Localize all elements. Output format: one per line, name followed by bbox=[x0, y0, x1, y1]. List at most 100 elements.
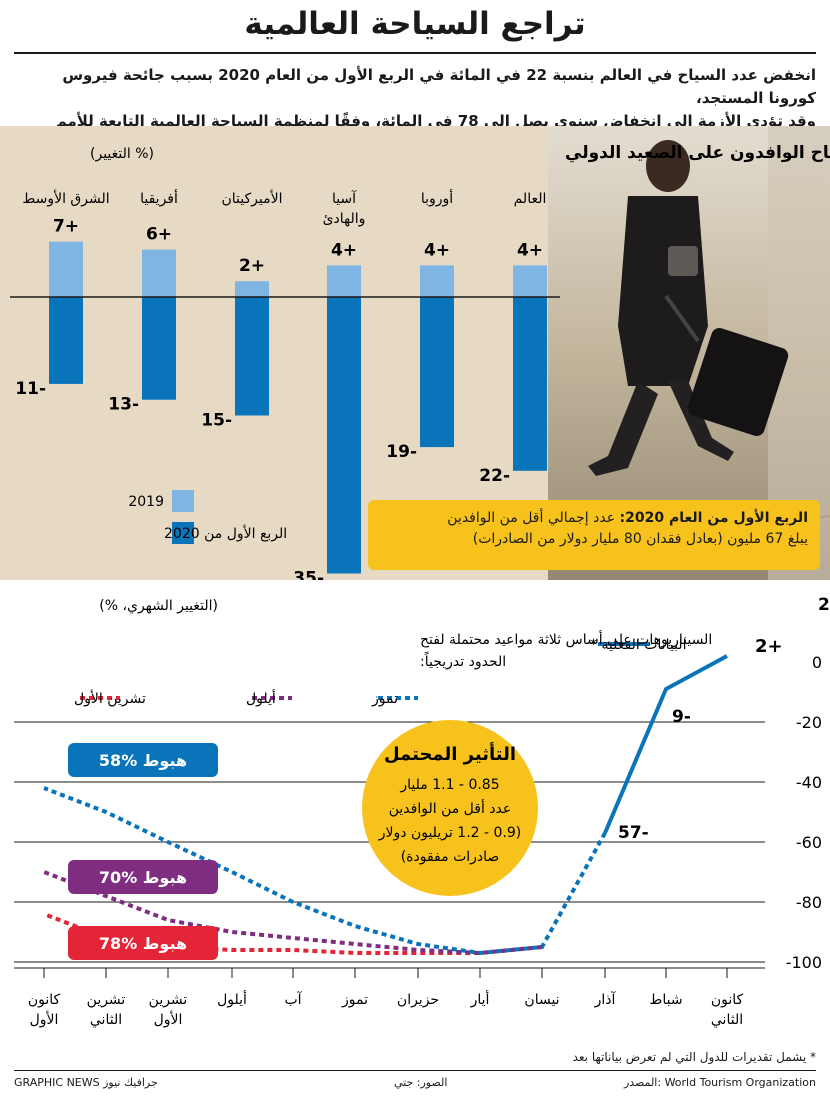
callout-text: عدد إجمالي أقل من الوافدين bbox=[447, 510, 620, 526]
y-tick-label: -40 bbox=[796, 773, 822, 792]
x-tick-label: كانون bbox=[711, 992, 744, 1008]
legend-label-2019: 2019 bbox=[128, 494, 164, 510]
bar-2019 bbox=[235, 281, 269, 297]
bar-category-label: العالم bbox=[514, 191, 547, 207]
x-tick-label: تموز bbox=[341, 992, 368, 1008]
impact-text: عدد أقل من الوافدين bbox=[389, 799, 512, 817]
bar-2020-q1 bbox=[513, 297, 547, 471]
bar-2020-value: 19- bbox=[386, 442, 417, 462]
legend-swatch-2019 bbox=[172, 490, 194, 512]
x-tick-label: الأول bbox=[154, 1010, 183, 1028]
bar-2019 bbox=[49, 241, 83, 297]
y-tick-label: -60 bbox=[796, 833, 822, 852]
bar-2019-value: 7+ bbox=[53, 217, 79, 237]
line-chart-subtitle: (التغيير الشهري، %) bbox=[99, 598, 218, 614]
bar-2020-value: 13- bbox=[108, 395, 139, 415]
intro-line-1: انخفض عدد السياح في العالم بنسبة 22 في ا… bbox=[62, 66, 816, 107]
series-september bbox=[43, 870, 543, 956]
bar-2020-q1 bbox=[327, 297, 361, 574]
legend-label-actual: البيانات الفعلية * bbox=[590, 637, 686, 653]
series-actual bbox=[603, 654, 728, 834]
bar-2019-value: 4+ bbox=[424, 240, 450, 260]
point-label: 9- bbox=[672, 707, 691, 727]
footer-photos: الصور: جتي bbox=[394, 1076, 448, 1089]
x-tick-label: الثاني bbox=[90, 1012, 122, 1028]
bar-chart: السياح الوافدون على الصعيد الدولي (% التغ… bbox=[10, 143, 830, 581]
bar-category-label: والهادئ bbox=[323, 211, 366, 227]
bar-2020-value: 22- bbox=[479, 466, 510, 486]
bar-2020-q1 bbox=[142, 297, 176, 400]
bar-2020-q1 bbox=[49, 297, 83, 384]
impact-circle bbox=[362, 720, 538, 896]
line-chart: السياح الوافدون على الصعيد الدولي في الع… bbox=[14, 595, 830, 1028]
x-tick-label: الأول bbox=[30, 1010, 59, 1028]
drop-badge bbox=[68, 743, 218, 777]
intro-text: انخفض عدد السياح في العالم بنسبة 22 في ا… bbox=[11, 64, 816, 156]
legend-october-label: تشرين الأول bbox=[74, 689, 146, 707]
legend-label-2020: الربع الأول من 2020 bbox=[164, 524, 287, 542]
x-tick-label: نيسان bbox=[524, 992, 559, 1008]
y-tick-label: -100 bbox=[786, 953, 822, 972]
drop-badge bbox=[68, 860, 218, 894]
legend-swatch-2020 bbox=[172, 522, 194, 544]
y-tick-label: -20 bbox=[796, 713, 822, 732]
footnote: * يشمل تقديرات للدول التي لم تعرض بيانات… bbox=[572, 1050, 816, 1064]
drop-badge-label: هبوط %78 bbox=[99, 934, 187, 953]
bar-2019-value: 6+ bbox=[146, 225, 172, 245]
bar-category-label: أوروبا bbox=[421, 189, 453, 207]
point-label: 57- bbox=[618, 823, 649, 843]
x-tick-label: كانون bbox=[28, 992, 61, 1008]
title-rule bbox=[14, 52, 816, 54]
page-title: تراجع السياحة العالمية bbox=[244, 6, 586, 42]
bar-2019 bbox=[142, 249, 176, 297]
bar-2019 bbox=[420, 265, 454, 297]
drop-badge-label: هبوط %58 bbox=[99, 751, 187, 770]
legend-september-label: أيلول bbox=[246, 689, 276, 707]
bar-2019-value: 4+ bbox=[517, 240, 543, 260]
footer-rule bbox=[14, 1070, 816, 1071]
footer-credit: GRAPHIC NEWS جرافيك نيوز bbox=[14, 1076, 158, 1089]
drop-badge-label: هبوط %70 bbox=[99, 868, 187, 887]
impact-text: صادرات مفقودة) bbox=[401, 849, 500, 865]
scenario-label: السيناريوهات على أساس ثلاثة مواعيد محتمل… bbox=[420, 630, 712, 648]
x-tick-label: أيلول bbox=[217, 990, 247, 1008]
callout-lead: الربع الأول من العام 2020: bbox=[619, 510, 808, 526]
bar-2020-q1 bbox=[420, 297, 454, 448]
q1-callout: الربع الأول من العام 2020: عدد إجمالي أق… bbox=[368, 500, 820, 570]
callout-line-2: يبلغ 67 مليون (بعادل فقدان 80 مليار دولا… bbox=[472, 531, 808, 547]
bar-2019-value: 4+ bbox=[331, 240, 357, 260]
y-tick-label: 0 bbox=[812, 653, 822, 672]
x-tick-label: آب bbox=[284, 991, 302, 1008]
x-tick-label: حزيران bbox=[397, 992, 439, 1008]
x-tick-label: أيار bbox=[470, 990, 490, 1008]
point-label: 2+ bbox=[755, 636, 783, 657]
impact-title: التأثير المحتمل bbox=[384, 742, 516, 765]
bar-2020-value: 11- bbox=[15, 379, 46, 399]
bar-2020-value: 15- bbox=[201, 411, 232, 431]
impact-text: (0.9 - 1.2 تريليون دولار bbox=[378, 825, 521, 841]
bar-2020-q1 bbox=[235, 297, 269, 416]
series-july bbox=[43, 786, 607, 956]
bar-category-label: الأميركيتان bbox=[222, 189, 283, 207]
line-chart-title: السياح الوافدون على الصعيد الدولي في الع… bbox=[818, 595, 830, 615]
footer-source: المصدر: World Tourism Organization bbox=[623, 1076, 816, 1089]
bar-2019-value: 2+ bbox=[239, 256, 265, 276]
y-tick-label: -80 bbox=[796, 893, 822, 912]
bar-chart-subtitle: (% التغيير) bbox=[90, 146, 154, 162]
bar-2019 bbox=[513, 265, 547, 297]
impact-text: 0.85 - 1.1 مليار bbox=[399, 777, 499, 793]
bar-2019 bbox=[327, 265, 361, 297]
scenario-label: الحدود تدريجياً: bbox=[420, 651, 506, 670]
bar-chart-title: السياح الوافدون على الصعيد الدولي bbox=[565, 143, 830, 163]
x-tick-label: آذار bbox=[594, 991, 617, 1008]
bar-2020-value: 35- bbox=[293, 569, 324, 581]
x-tick-label: شباط bbox=[649, 992, 682, 1008]
x-tick-label: تشرين bbox=[87, 992, 126, 1008]
legend-july-label: تموز bbox=[371, 691, 398, 707]
drop-badge bbox=[68, 926, 218, 960]
x-tick-label: تشرين bbox=[149, 992, 188, 1008]
bar-category-label: آسيا bbox=[332, 190, 357, 207]
x-tick-label: الثاني bbox=[711, 1012, 743, 1028]
bar-category-label: الشرق الأوسط bbox=[22, 189, 109, 207]
bar-category-label: أفريقيا bbox=[140, 189, 178, 207]
